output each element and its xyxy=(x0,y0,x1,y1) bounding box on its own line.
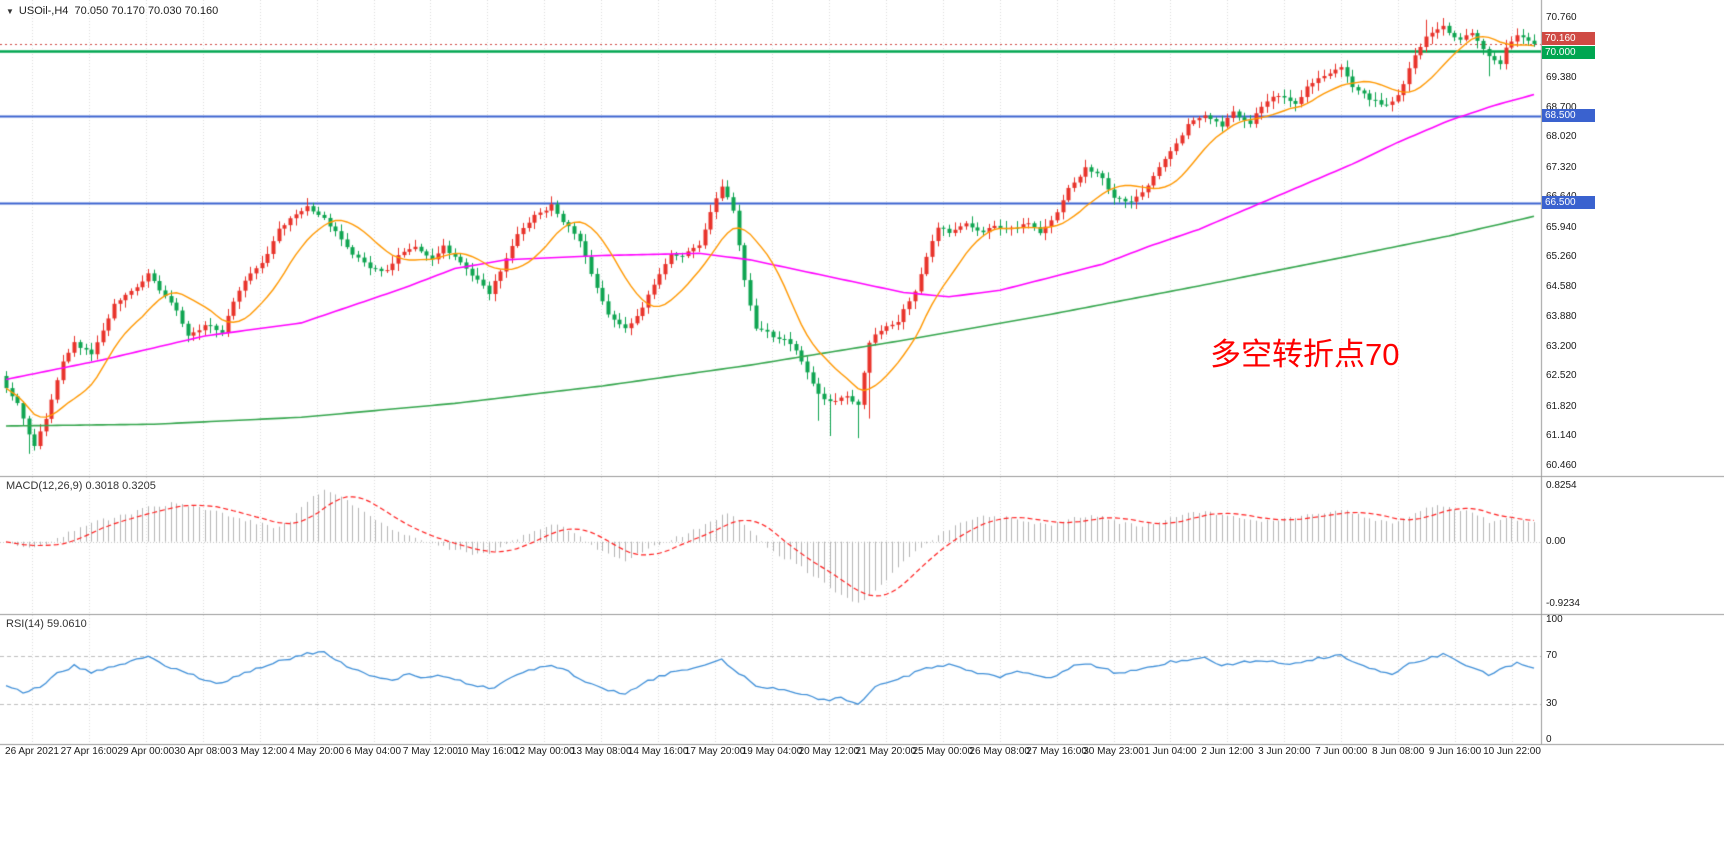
price-axis-tick: 64.580 xyxy=(1546,280,1577,292)
timeline-label: 9 Jun 16:00 xyxy=(1428,746,1482,757)
symbol-ohlc-label: USOil-,H4 70.050 70.170 70.030 70.160 xyxy=(18,5,219,17)
timeline-label: 10 May 16:00 xyxy=(457,746,518,757)
price-tag-70-160: 70.160 xyxy=(1542,32,1595,46)
price-axis-tick: 67.320 xyxy=(1546,161,1577,173)
timeline-label: 13 May 08:00 xyxy=(570,746,632,757)
timeline-label: 17 May 20:00 xyxy=(684,746,746,757)
timeline-label: 12 May 00:00 xyxy=(513,746,575,757)
price-axis-tick: 68.700 xyxy=(1546,101,1577,113)
chart-canvas[interactable] xyxy=(0,0,1724,765)
price-axis-tick: 61.140 xyxy=(1546,430,1577,442)
timeline-label: 26 Apr 2021 xyxy=(5,746,59,757)
macd-axis-label: 0.00 xyxy=(1546,535,1566,547)
price-tag-68-500[interactable]: 68.500 xyxy=(1542,109,1595,123)
price-axis-tick: 63.200 xyxy=(1546,340,1577,352)
timeline-label: 27 May 16:00 xyxy=(1026,746,1087,757)
price-axis-tick: 60.460 xyxy=(1546,460,1577,471)
price-axis-tick: 63.880 xyxy=(1546,311,1577,323)
rsi-axis-label: 30 xyxy=(1546,698,1558,709)
rsi-axis-label: 70 xyxy=(1546,650,1558,661)
timeline-label: 20 May 12:00 xyxy=(798,746,860,757)
timeline-label: 25 May 00:00 xyxy=(912,746,974,757)
timeline-label: 4 May 20:00 xyxy=(289,746,345,757)
price-axis-tick: 61.820 xyxy=(1546,400,1577,412)
timeline-label: 3 May 12:00 xyxy=(232,746,288,757)
price-axis-tick: 68.020 xyxy=(1546,131,1577,143)
macd-axis-label: 0.8254 xyxy=(1546,480,1577,491)
chart-header: ▼ USOil-,H4 70.050 70.170 70.030 70.160 xyxy=(6,5,218,17)
timeline-label: 1 Jun 04:00 xyxy=(1144,746,1197,757)
timeline-label: 14 May 16:00 xyxy=(627,746,689,757)
rsi-axis-label: 0 xyxy=(1546,734,1552,745)
timeline-label: 7 Jun 00:00 xyxy=(1315,746,1368,757)
symbol-dropdown-icon[interactable]: ▼ xyxy=(6,6,14,16)
macd-axis-label: -0.9234 xyxy=(1546,598,1580,609)
price-axis-tick: 65.940 xyxy=(1546,221,1577,233)
macd-indicator-label: MACD(12,26,9) 0.3018 0.3205 xyxy=(6,480,156,492)
timeline-label: 6 May 04:00 xyxy=(346,746,402,757)
rsi-indicator-label: RSI(14) 59.0610 xyxy=(6,618,87,630)
timeline-label: 27 Apr 16:00 xyxy=(60,746,118,757)
timeline-label: 30 Apr 08:00 xyxy=(174,746,232,757)
timeline-label: 29 Apr 00:00 xyxy=(117,746,175,757)
timeline-label: 21 May 20:00 xyxy=(855,746,917,757)
price-tag-70-000[interactable]: 70.000 xyxy=(1542,46,1595,60)
timeline-label: 2 Jun 12:00 xyxy=(1201,746,1254,757)
timeline-label: 7 May 12:00 xyxy=(402,746,458,757)
price-axis-tick: 65.260 xyxy=(1546,251,1577,263)
price-tag-66-500[interactable]: 66.500 xyxy=(1542,196,1595,210)
timeline-label: 3 Jun 20:00 xyxy=(1258,746,1311,757)
timeline-label: 30 May 23:00 xyxy=(1083,746,1144,757)
price-axis-tick: 69.380 xyxy=(1546,72,1577,84)
timeline-label: 8 Jun 08:00 xyxy=(1372,746,1425,757)
price-axis-tick: 62.520 xyxy=(1546,370,1577,382)
rsi-axis-label: 100 xyxy=(1546,614,1563,625)
timeline-label: 19 May 04:00 xyxy=(741,746,803,757)
price-axis-tick: 70.760 xyxy=(1546,12,1577,23)
trend-annotation-text: 多空转折点70 xyxy=(1210,337,1400,372)
timeline-label: 26 May 08:00 xyxy=(969,746,1030,757)
timeline-label: 10 Jun 22:00 xyxy=(1483,746,1541,757)
